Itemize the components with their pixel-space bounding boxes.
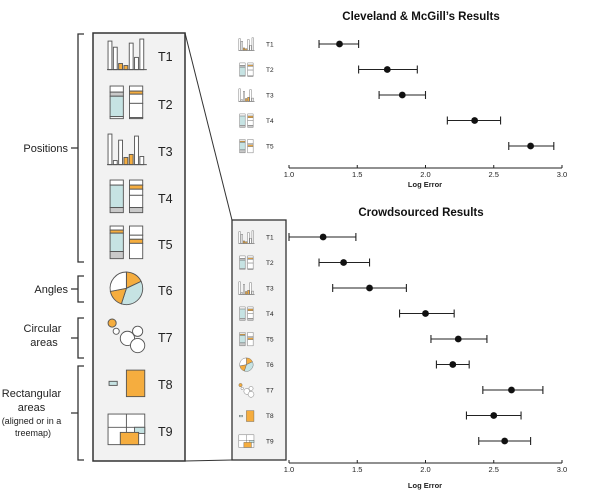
cleveland-row-label-t1: T1 [266, 42, 274, 49]
big-icon-t7 [107, 318, 146, 354]
category-label-rectangular-areas: Rectangular areas (aligned or in a treem… [2, 388, 65, 438]
category-label-circular-areas: Circular areas [24, 323, 65, 349]
category-label-angles: Angles [34, 284, 68, 296]
crowd-row-icon-t1 [238, 230, 255, 244]
category-brackets [71, 33, 84, 461]
big-task-label-t4: T4 [158, 192, 173, 206]
big-icon-t4 [109, 179, 144, 214]
bracket-rectangular-areas [71, 365, 84, 461]
crowd-point-t1 [319, 233, 327, 241]
crowd-point-t2 [340, 259, 347, 266]
cleveland-row-icon-t5 [239, 139, 254, 154]
cleveland-row-label-t3: T3 [266, 93, 274, 100]
crowd-row-label-t3: T3 [266, 286, 274, 293]
crowd-tick-label-2.5: 2.5 [489, 465, 499, 474]
crowd-row-label-t8: T8 [266, 413, 274, 420]
cleveland-row-icon-t3 [238, 88, 255, 102]
connector-top [184, 32, 233, 221]
big-icon-t3 [107, 133, 147, 166]
panel-connectors [184, 32, 233, 462]
crowd-row-icon-t9 [238, 434, 255, 448]
big-icon-t1 [107, 38, 147, 71]
crowd-point-t6 [449, 361, 457, 368]
category-label-positions: Positions [23, 143, 68, 155]
cleveland-mcgill-chart: Cleveland & McGill’s Results T1T2T3T4T5 … [238, 11, 567, 189]
crowdsourced-x-axis: 1.0 1.5 2.0 2.5 3.0 [284, 460, 567, 474]
cleveland-tick-label-1.0: 1.0 [284, 170, 294, 179]
crowd-row-icon-t7 [238, 383, 255, 398]
cleveland-row-label-t2: T2 [266, 67, 274, 74]
bracket-angles [71, 275, 84, 303]
crowd-point-t4 [422, 310, 429, 317]
connector-bottom [184, 459, 233, 462]
crowd-tick-label-2.0: 2.0 [420, 465, 430, 474]
big-icon-t8 [108, 369, 146, 398]
crowd-point-t8 [490, 412, 498, 419]
big-task-label-t8: T8 [158, 378, 173, 392]
big-icon-t9 [107, 413, 146, 446]
chart-title-cleveland: Cleveland & McGill’s Results [342, 11, 499, 23]
big-task-label-t9: T9 [158, 425, 173, 439]
crowd-row-label-t9: T9 [266, 439, 274, 446]
x-axis-label-cleveland: Log Error [408, 180, 442, 189]
cleveland-tick-label-1.5: 1.5 [352, 170, 362, 179]
cleveland-row-icon-t4 [239, 113, 254, 128]
crowd-point-t7 [508, 386, 515, 394]
task-legend-panel: Positions Angles Circular areas Rectangu… [2, 32, 186, 462]
crowd-tick-label-1.0: 1.0 [284, 465, 294, 474]
crowd-row-label-t2: T2 [266, 260, 274, 267]
big-task-label-t1: T1 [158, 50, 173, 64]
crowdsourced-row-icons: T1 T2 T3 T4 T5 T6 T7 T8 T9 [238, 230, 274, 448]
crowd-row-icon-t3 [238, 281, 255, 295]
crowd-row-icon-t6 [239, 357, 254, 372]
crowd-row-icon-t4 [239, 306, 254, 321]
x-axis-label-crowdsourced: Log Error [408, 481, 442, 490]
crowd-row-label-t1: T1 [266, 235, 274, 242]
cleveland-row-icon-t1 [238, 37, 255, 51]
crowd-row-label-t7: T7 [266, 388, 274, 395]
big-task-label-t6: T6 [158, 284, 173, 298]
cleveland-tick-label-3.0: 3.0 [557, 170, 567, 179]
big-task-label-t3: T3 [158, 145, 173, 159]
big-task-label-t2: T2 [158, 98, 173, 112]
cleveland-tick-label-2.5: 2.5 [489, 170, 499, 179]
crowd-row-icon-t2 [239, 255, 254, 270]
bracket-positions [71, 33, 84, 263]
cleveland-point-t2 [383, 66, 391, 73]
crowd-tick-label-3.0: 3.0 [557, 465, 567, 474]
big-task-labels: T1 T2 T3 T4 T5 T6 T7 T8 T9 [158, 50, 173, 439]
big-task-icons [107, 38, 147, 446]
crowd-row-icon-t5 [239, 332, 254, 347]
crowd-point-t9 [501, 437, 509, 445]
cleveland-row-label-t5: T5 [266, 144, 274, 151]
big-icon-t5 [109, 225, 144, 260]
cleveland-point-t4 [471, 117, 479, 124]
cleveland-x-axis: 1.0 1.5 2.0 2.5 3.0 [284, 165, 567, 179]
crowd-row-icon-t8 [239, 410, 255, 422]
cleveland-marks [318, 40, 555, 150]
cleveland-point-t1 [336, 40, 343, 48]
crowdsourced-marks [288, 233, 544, 445]
crowdsourced-chart: Crowdsourced Results T1T2T3T4T5T6T7T8T9 … [238, 207, 567, 490]
chart-title-crowdsourced: Crowdsourced Results [358, 207, 483, 219]
crowd-point-t5 [454, 335, 462, 343]
bracket-circular-areas [71, 317, 84, 359]
crowd-point-t3 [366, 284, 373, 292]
cleveland-row-label-t4: T4 [266, 118, 274, 125]
crowd-row-label-t5: T5 [266, 337, 274, 344]
cleveland-tick-label-2.0: 2.0 [420, 170, 430, 179]
big-task-label-t7: T7 [158, 331, 173, 345]
big-icon-t2 [109, 85, 144, 120]
crowd-row-label-t4: T4 [266, 311, 274, 318]
cleveland-point-t5 [527, 142, 535, 150]
crowd-tick-label-1.5: 1.5 [352, 465, 362, 474]
cleveland-row-icon-t2 [239, 62, 254, 77]
cleveland-row-icons: T1 T2 T3 T4 T5 [238, 37, 274, 154]
big-icon-t6 [109, 271, 144, 306]
crowd-row-label-t6: T6 [266, 362, 274, 369]
cleveland-point-t3 [398, 91, 406, 99]
big-task-label-t5: T5 [158, 238, 173, 252]
